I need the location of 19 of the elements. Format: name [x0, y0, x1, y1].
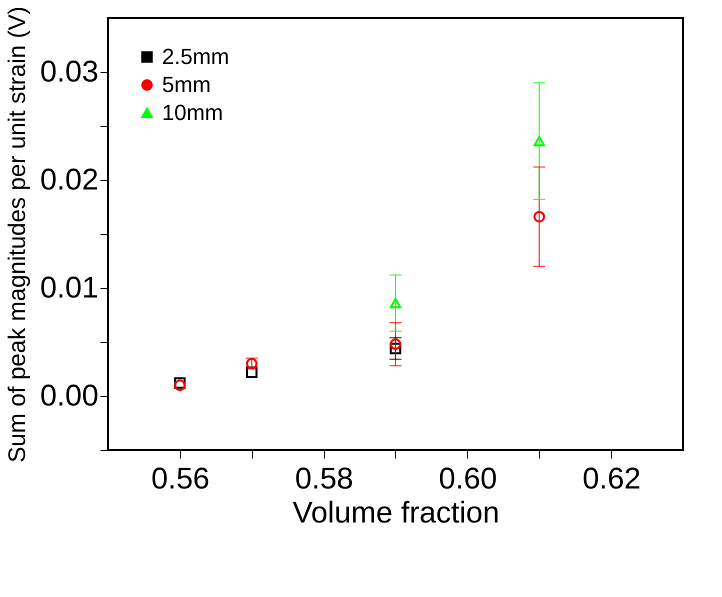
y-axis-title: Sum of peak magnitudes per unit strain (V) — [4, 6, 32, 463]
x-tick-label: 0.56 — [151, 462, 210, 496]
point — [390, 342, 402, 354]
point — [390, 338, 402, 350]
x-axis-title: Volume fraction — [292, 496, 500, 530]
point — [534, 210, 545, 222]
x-tick-label: 0.58 — [294, 462, 354, 496]
legend-label: 10mm — [162, 100, 224, 125]
y-tick-label: 0.01 — [40, 272, 98, 304]
text: 0.00 — [40, 380, 98, 412]
y-tick-label: 0.03 — [40, 56, 98, 88]
point — [246, 366, 258, 378]
point — [534, 136, 545, 146]
point — [390, 298, 402, 308]
x-tick-label: 0.62 — [582, 462, 641, 496]
legend-label: 2.5mm — [162, 44, 230, 69]
legend-label: 5mm — [162, 72, 211, 97]
text: 0.60 — [438, 462, 498, 496]
y-tick-label: 0.02 — [40, 164, 98, 196]
